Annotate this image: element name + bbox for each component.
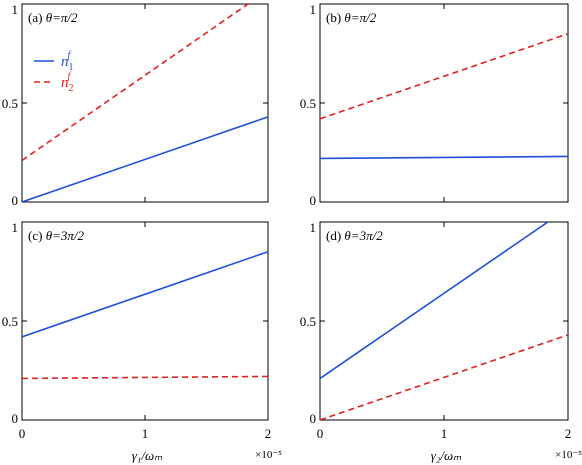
y-tick-label: 0: [12, 193, 19, 208]
panel-3: 0 0.5 1 0 1 2 γ₂/ωₘ ×10⁻⁵ (d) θ=3π/2: [300, 220, 582, 463]
series-group: [320, 32, 568, 160]
axes-frame: [21, 221, 269, 421]
series-group: [22, 250, 268, 380]
x-tick-label: 2: [565, 426, 572, 441]
panel-2: 0 0.5 1 0 1 2 γ₁/ωₘ ×10⁻⁵ (c) θ=3π/2: [2, 220, 282, 463]
axes-frame: [319, 3, 569, 203]
y-tick-label: 0: [310, 411, 317, 426]
x-tick-label: 1: [441, 426, 448, 441]
series-line-n1: [320, 222, 550, 380]
theta-label: θ=3π/2: [46, 228, 85, 243]
y-tick-label: 0.5: [300, 96, 316, 111]
y-tick-label: 1: [310, 220, 317, 235]
y-tick-label: 1: [12, 220, 19, 235]
x-tick-label: 2: [265, 426, 272, 441]
x-scale-factor: ×10⁻⁵: [555, 449, 582, 461]
series-line-n1: [320, 155, 568, 160]
x-tick-label: 0: [317, 426, 324, 441]
legend-label-n1: n1f: [61, 50, 74, 73]
axes-frame: [21, 3, 269, 203]
series-line-n1: [22, 116, 268, 202]
y-tick-label: 1: [12, 2, 19, 17]
theta-label: θ=π/2: [344, 10, 376, 25]
theta-label: θ=π/2: [46, 10, 78, 25]
series-line-n1: [22, 250, 268, 338]
y-tick-label: 0.5: [300, 314, 316, 329]
panel-0: 0 0.5 1 (a) θ=π/2: [2, 2, 269, 208]
y-tick-label: 0: [12, 411, 19, 426]
series-line-n2: [22, 375, 268, 380]
axes-frame: [319, 221, 569, 421]
panel-label: (a) θ=π/2: [28, 10, 78, 25]
x-axis-label: γ₁/ωₘ: [132, 448, 163, 463]
series-group: [22, 4, 268, 202]
y-tick-label: 0.5: [2, 96, 18, 111]
x-axis-label: γ₂/ωₘ: [431, 448, 462, 463]
x-tick-label: 1: [142, 426, 149, 441]
panel-label: (c) θ=3π/2: [28, 228, 84, 243]
series-group: [320, 222, 568, 420]
theta-label: θ=3π/2: [344, 228, 383, 243]
y-tick-label: 0: [310, 193, 317, 208]
series-line-n2: [320, 334, 568, 420]
x-scale-factor: ×10⁻⁵: [255, 449, 282, 461]
panel-label: (d) θ=3π/2: [326, 228, 383, 243]
x-tick-label: 0: [19, 426, 26, 441]
panel-label: (b) θ=π/2: [326, 10, 377, 25]
series-line-n2: [320, 32, 568, 120]
panel-1: 0 0.5 1 (b) θ=π/2: [300, 2, 569, 208]
legend-label-n2: n2f: [61, 71, 74, 94]
y-tick-label: 1: [310, 2, 317, 17]
y-tick-label: 0.5: [2, 314, 18, 329]
